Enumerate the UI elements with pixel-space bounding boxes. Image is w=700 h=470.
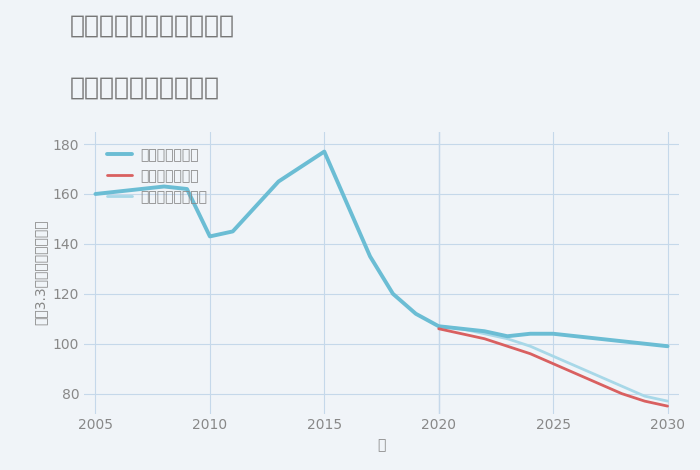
ノーマルシナリオ [664,398,672,404]
バッドシナリオ [572,371,580,376]
ノーマルシナリオ [503,336,512,342]
Line: ノーマルシナリオ: ノーマルシナリオ [439,326,668,401]
グッドシナリオ [640,341,649,346]
ノーマルシナリオ [617,384,626,389]
バッドシナリオ [480,336,489,342]
グッドシナリオ [320,149,328,154]
Y-axis label: 坪（3.3㎡）単価（万円）: 坪（3.3㎡）単価（万円） [33,220,47,325]
グッドシナリオ [617,338,626,344]
グッドシナリオ [503,333,512,339]
Legend: グッドシナリオ, バッドシナリオ, ノーマルシナリオ: グッドシナリオ, バッドシナリオ, ノーマルシナリオ [103,144,211,208]
ノーマルシナリオ [549,353,557,359]
グッドシナリオ [549,331,557,337]
グッドシナリオ [183,186,191,192]
バッドシナリオ [595,381,603,386]
ノーマルシナリオ [572,363,580,369]
グッドシナリオ [389,291,397,297]
グッドシナリオ [572,333,580,339]
グッドシナリオ [366,253,375,259]
ノーマルシナリオ [457,326,466,331]
Text: 中古戸建ての価格推移: 中古戸建ての価格推移 [70,75,220,99]
バッドシナリオ [664,403,672,409]
バッドシナリオ [457,331,466,337]
グッドシナリオ [595,336,603,342]
グッドシナリオ [664,344,672,349]
グッドシナリオ [274,179,283,184]
グッドシナリオ [526,331,535,337]
ノーマルシナリオ [595,373,603,379]
バッドシナリオ [526,351,535,357]
Text: 兵庫県西宮市小松南町の: 兵庫県西宮市小松南町の [70,14,235,38]
グッドシナリオ [206,234,214,239]
ノーマルシナリオ [640,393,649,399]
バッドシナリオ [435,326,443,331]
Line: バッドシナリオ: バッドシナリオ [439,329,668,406]
バッドシナリオ [617,391,626,397]
バッドシナリオ [640,398,649,404]
ノーマルシナリオ [526,344,535,349]
グッドシナリオ [412,311,420,317]
グッドシナリオ [91,191,99,197]
グッドシナリオ [228,228,237,234]
Line: グッドシナリオ: グッドシナリオ [95,151,668,346]
ノーマルシナリオ [435,323,443,329]
ノーマルシナリオ [480,331,489,337]
グッドシナリオ [435,323,443,329]
X-axis label: 年: 年 [377,438,386,452]
グッドシナリオ [137,186,146,192]
バッドシナリオ [503,344,512,349]
グッドシナリオ [480,329,489,334]
グッドシナリオ [457,326,466,331]
グッドシナリオ [160,184,168,189]
バッドシナリオ [549,361,557,367]
